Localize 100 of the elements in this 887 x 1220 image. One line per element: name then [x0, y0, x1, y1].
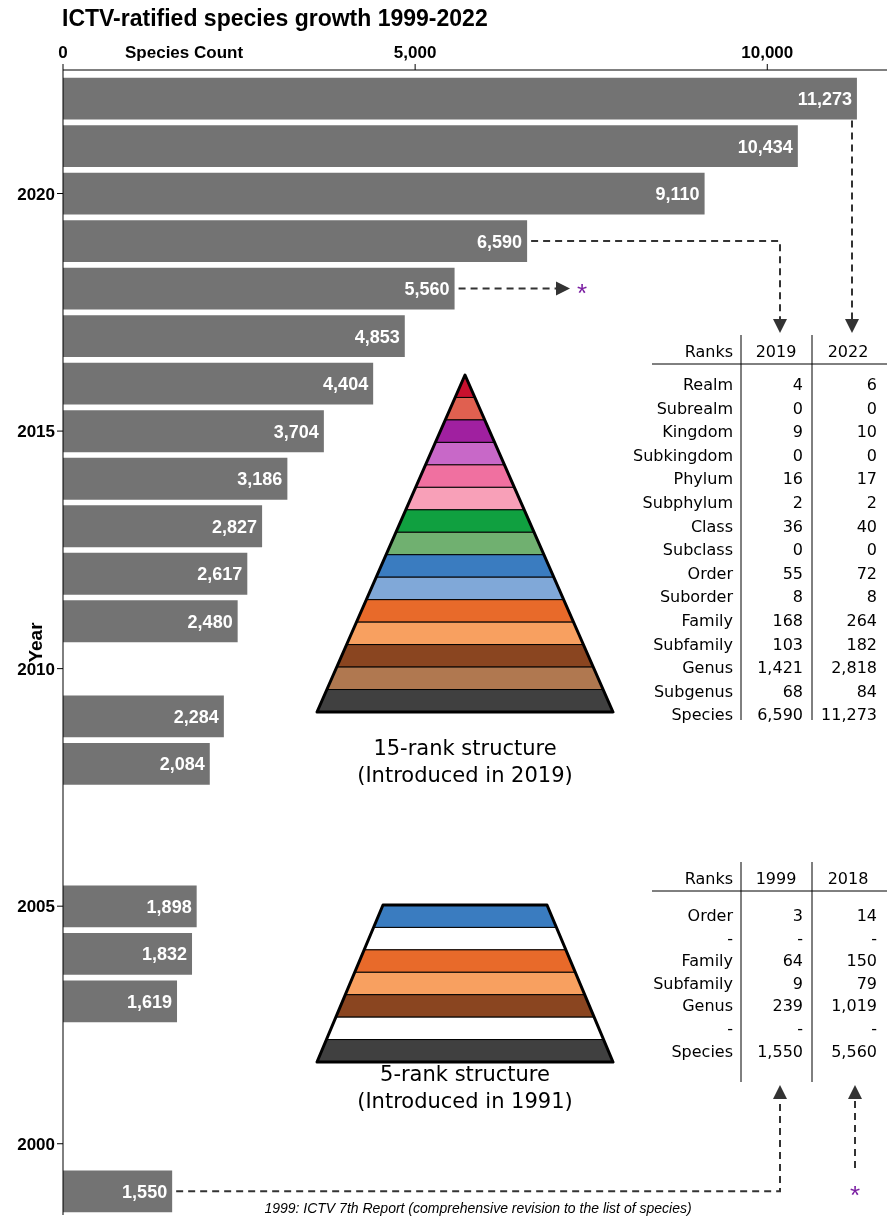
- text: 8: [866, 587, 877, 607]
- y-tick-label: 2005: [17, 897, 55, 917]
- category-label: -: [727, 1019, 733, 1038]
- text: 3: [792, 906, 803, 925]
- text: 1,421: [757, 658, 803, 678]
- category-label: Order: [687, 563, 733, 583]
- bar: [63, 505, 263, 548]
- category-label: 2022: [827, 342, 869, 361]
- text: -: [797, 1019, 803, 1038]
- data-label: 1,619: [126, 991, 173, 1012]
- category-label: Subrealm: [656, 398, 733, 418]
- data-label: 10,434: [737, 136, 793, 157]
- data-label: 1,550: [122, 1181, 168, 1202]
- text: 72: [856, 563, 877, 583]
- category-label: Subgenus: [653, 681, 733, 701]
- text: 150: [846, 951, 877, 971]
- bar: [63, 552, 248, 595]
- category-label: Subphylum: [642, 493, 733, 512]
- data-label: 2,827: [212, 516, 258, 537]
- text: -: [797, 928, 803, 948]
- text: 5,560: [831, 1041, 877, 1061]
- text: -: [871, 928, 877, 948]
- y-tick-label: 2015: [17, 422, 55, 442]
- text: 1,550: [757, 1041, 803, 1061]
- category-label: Phylum: [673, 469, 733, 489]
- category-label: 1999: [755, 869, 797, 888]
- bar: [63, 600, 238, 643]
- text: 17: [856, 469, 877, 489]
- text: 9: [792, 422, 803, 442]
- text: 182: [846, 634, 877, 654]
- data-label: 2,480: [187, 611, 233, 632]
- annotation: (Introduced in 2019): [357, 763, 573, 787]
- category-label: Subfamily: [653, 634, 733, 654]
- text: Ranks: [684, 869, 733, 888]
- text: 64: [782, 951, 803, 971]
- category-label: 2018: [827, 869, 869, 888]
- data-label: 2,617: [197, 564, 243, 585]
- category-label: Realm: [682, 375, 733, 394]
- category-label: Family: [681, 951, 733, 971]
- text: 2: [866, 493, 877, 512]
- data-label: 1,832: [141, 944, 188, 965]
- text: 55: [782, 563, 803, 583]
- data-label: 6,590: [477, 231, 523, 252]
- annotation: (Introduced in 1991): [357, 1089, 573, 1113]
- data-label: 9,110: [655, 184, 700, 205]
- text: 9: [792, 973, 803, 993]
- category-label: Subclass: [662, 540, 733, 560]
- bar: [63, 457, 288, 500]
- x-tick-label: 0: [58, 43, 68, 62]
- text: 14: [856, 906, 877, 925]
- text: 40: [856, 516, 877, 536]
- bar: [63, 980, 178, 1023]
- x-axis-title: Species Count: [125, 43, 244, 62]
- text: 0: [866, 445, 877, 465]
- bar: [63, 932, 193, 975]
- category-label: Kingdom: [662, 422, 733, 442]
- data-label: 2,284: [173, 706, 219, 727]
- text: 264: [846, 611, 877, 630]
- text: 16: [782, 469, 803, 489]
- text: Ranks: [684, 342, 733, 361]
- text: 0: [792, 445, 803, 465]
- text: 0: [792, 398, 803, 418]
- text: 79: [856, 973, 877, 993]
- text: 8: [792, 587, 803, 607]
- y-axis-title: Year: [25, 621, 46, 663]
- category-label: Order: [687, 906, 733, 925]
- category-label: 2019: [755, 342, 797, 361]
- annotation: 5-rank structure: [380, 1062, 550, 1086]
- annotation: 1999: ICTV 7th Report (comprehensive revision to the list of species): [264, 1200, 692, 1216]
- text: 2,818: [831, 658, 877, 678]
- annotation: *: [576, 277, 588, 308]
- category-label: Class: [690, 516, 733, 536]
- text: 0: [866, 398, 877, 418]
- bar: [63, 742, 210, 785]
- text: 6: [866, 375, 877, 394]
- bar: [63, 885, 197, 928]
- bar: [63, 172, 705, 215]
- bar: [63, 77, 857, 120]
- data-label: 2,084: [159, 754, 205, 775]
- text: 68: [782, 681, 803, 701]
- text: 0: [866, 540, 877, 560]
- category-label: Suborder: [659, 587, 733, 607]
- category-label: Genus: [682, 996, 733, 1016]
- bar: [63, 695, 224, 738]
- y-tick-label: 2000: [17, 1134, 55, 1154]
- text: -: [871, 1019, 877, 1038]
- text: 2: [792, 493, 803, 512]
- chart-title: ICTV-ratified species growth 1999-2022: [62, 5, 488, 31]
- bar: [63, 1170, 173, 1213]
- text: 0: [792, 540, 803, 560]
- x-tick-label: 5,000: [393, 43, 437, 62]
- text: 168: [772, 611, 803, 630]
- text: 11,273: [821, 705, 877, 725]
- category-label: Species: [671, 1041, 733, 1061]
- text: 239: [772, 996, 803, 1016]
- text: 6,590: [757, 705, 803, 725]
- y-tick-label: 2020: [17, 184, 55, 204]
- category-label: -: [727, 928, 733, 948]
- bar: [63, 220, 528, 263]
- data-label: 1,898: [146, 896, 192, 917]
